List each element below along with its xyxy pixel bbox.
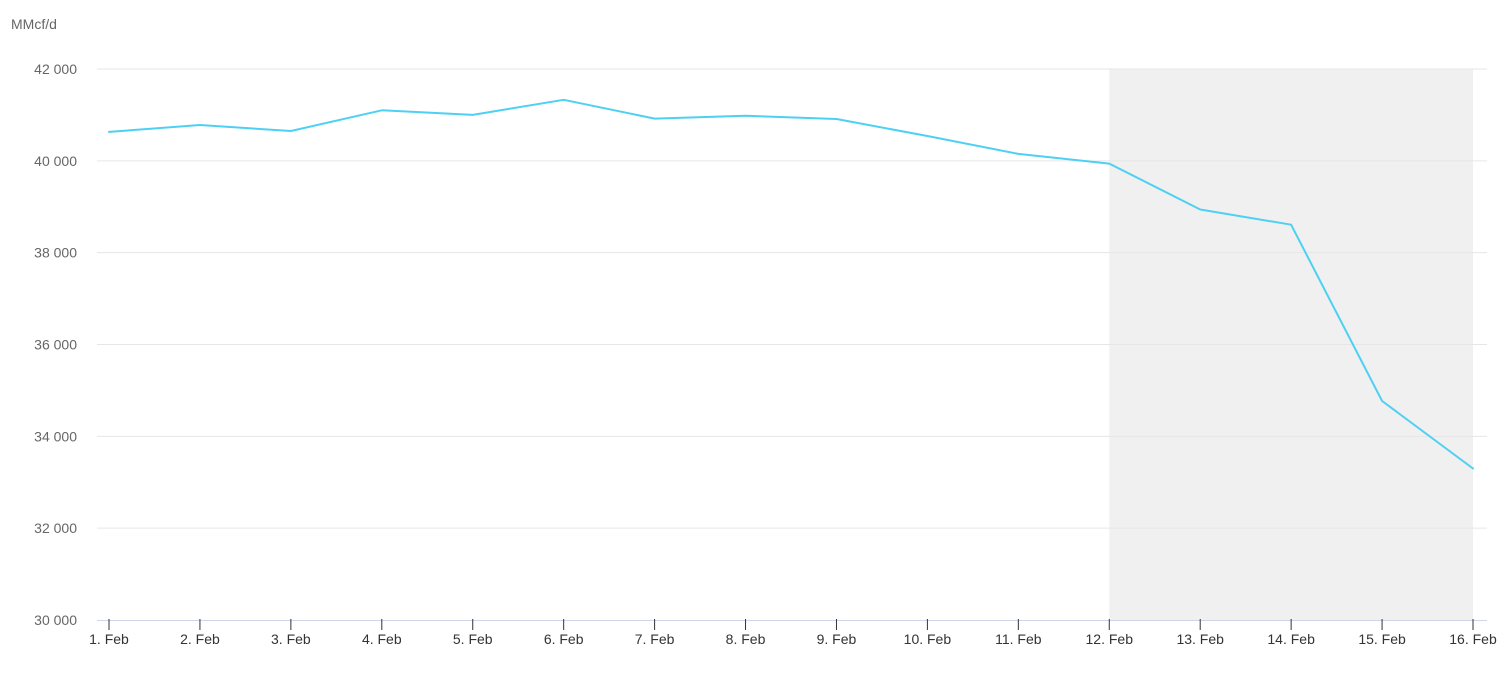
x-axis [97,619,1487,630]
y-tick-label: 32 000 [34,520,77,536]
y-axis-tick-labels: 30 000 32 000 34 000 36 000 38 000 40 000 42 0… [34,61,77,628]
y-axis-unit-label: MMcf/d [11,16,57,32]
y-tick-label: 42 000 [34,61,77,77]
y-tick-label: 30 000 [34,612,77,628]
x-tick-label: 13. Feb [1176,631,1224,647]
x-tick-label: 1. Feb [89,631,129,647]
y-tick-label: 38 000 [34,245,77,261]
x-tick-label: 9. Feb [817,631,857,647]
y-tick-label: 34 000 [34,428,77,444]
x-tick-label: 5. Feb [453,631,493,647]
y-tick-label: 36 000 [34,337,77,353]
x-tick-label: 4. Feb [362,631,402,647]
x-tick-label: 2. Feb [180,631,220,647]
x-tick-label: 16. Feb [1449,631,1497,647]
x-tick-label: 11. Feb [995,631,1042,647]
x-tick-label: 8. Feb [726,631,766,647]
x-tick-label: 7. Feb [635,631,675,647]
x-tick-label: 12. Feb [1086,631,1134,647]
x-tick-label: 6. Feb [544,631,584,647]
x-axis-tick-labels: 1. Feb 2. Feb 3. Feb 4. Feb 5. Feb 6. Feb 7. F… [89,631,1497,647]
x-tick-label: 10. Feb [904,631,952,647]
x-tick-label: 3. Feb [271,631,311,647]
x-tick-label: 15. Feb [1358,631,1406,647]
x-tick-label: 14. Feb [1267,631,1315,647]
y-tick-label: 40 000 [34,153,77,169]
